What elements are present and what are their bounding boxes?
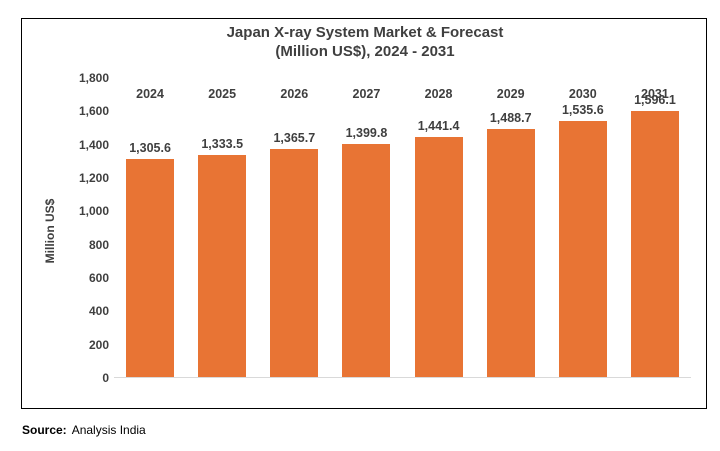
bar-group: 1,399.8	[330, 77, 402, 377]
source-value: Analysis India	[71, 423, 146, 437]
x-axis-label-2031: 2031	[641, 87, 669, 101]
bar-group: 1,535.6	[547, 77, 619, 377]
x-axis-line	[114, 377, 691, 378]
bar-group: 1,365.7	[258, 77, 330, 377]
bar-group: 1,305.6	[114, 77, 186, 377]
y-axis-tick-label: 1,600	[78, 104, 109, 119]
x-axis-label-2027: 2027	[352, 87, 381, 101]
y-axis-tick-label: 200	[88, 337, 109, 352]
bar-group: 1,333.5	[186, 77, 258, 377]
bar-group: 1,441.4	[403, 77, 475, 377]
bar-value-label: 1,333.5	[201, 136, 244, 151]
x-axis-label-2028: 2028	[424, 87, 453, 101]
bar-2027[interactable]	[342, 143, 391, 377]
x-axis-label-2024: 2024	[136, 87, 164, 101]
bar-value-label: 1,305.6	[129, 141, 171, 156]
y-axis-tick-label: 1,400	[78, 137, 109, 152]
bar-2025[interactable]	[198, 154, 247, 377]
y-axis-tick-label: 1,800	[78, 71, 109, 85]
bar-2028[interactable]	[414, 136, 463, 377]
bar-value-label: 1,441.4	[417, 118, 460, 133]
bar-2031[interactable]	[630, 110, 679, 377]
chart-frame: Japan X-ray System Market & Forecast (Mi…	[21, 18, 707, 409]
bar-group: 1,488.7	[475, 77, 547, 377]
x-axis-label-2026: 2026	[280, 87, 309, 101]
bar-2030[interactable]	[558, 121, 607, 377]
y-axis-tick-label: 400	[88, 304, 109, 319]
bar-2026[interactable]	[270, 149, 319, 377]
x-axis-label-2030: 2030	[568, 87, 597, 101]
source-note: Source: Analysis India	[22, 423, 146, 437]
source-label: Source:	[22, 423, 67, 437]
bar-group: 1,596.1	[619, 77, 691, 377]
y-axis-tick-label: 0	[102, 371, 109, 385]
chart-title-line-1: Japan X-ray System Market & Forecast	[226, 24, 504, 41]
x-axis-label-2029: 2029	[496, 87, 525, 101]
y-axis-tick-label: 800	[88, 237, 109, 252]
bar-2024[interactable]	[126, 159, 175, 377]
y-axis-tick-label: 1,000	[78, 204, 109, 219]
chart-title: Japan X-ray System Market & Forecast (Mi…	[22, 23, 708, 61]
bar-value-label: 1,399.8	[345, 125, 388, 140]
y-axis-tick-label: 600	[88, 271, 109, 285]
chart-title-line-2: (Million US$), 2024 - 2031	[275, 43, 455, 60]
bar-value-label: 1,488.7	[489, 110, 532, 125]
plot-area: 1,800 1,600 1,400 1,200 1,000 800 600 400 200 0 1…	[79, 72, 691, 384]
bar-2029[interactable]	[486, 128, 535, 377]
bar-value-label: 1,596.1	[634, 92, 676, 107]
y-axis-tick-label: 1,200	[78, 171, 109, 185]
x-axis-label-2025: 2025	[208, 87, 237, 101]
bar-value-label: 1,535.6	[561, 103, 604, 118]
bar-value-label: 1,365.7	[273, 131, 316, 146]
